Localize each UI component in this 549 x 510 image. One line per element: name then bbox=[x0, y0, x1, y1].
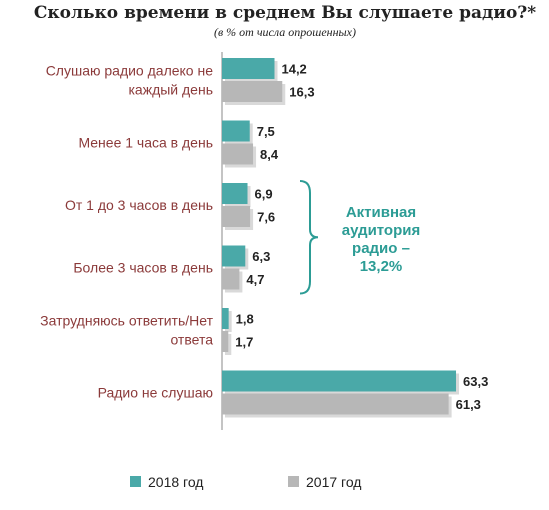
bar-2017 bbox=[222, 143, 254, 165]
value-label: 6,9 bbox=[255, 187, 273, 202]
legend-label: 2017 год bbox=[306, 474, 361, 490]
legend-swatch bbox=[130, 476, 141, 487]
legend: 2018 год 2017 год bbox=[130, 474, 361, 490]
value-label: 7,6 bbox=[257, 210, 275, 225]
value-label: 14,2 bbox=[281, 62, 306, 77]
value-label: 7,5 bbox=[257, 124, 275, 139]
bar-2017 bbox=[222, 331, 229, 352]
bar-2017 bbox=[222, 268, 240, 290]
brace bbox=[299, 180, 319, 295]
value-label: 63,3 bbox=[463, 374, 488, 389]
bar-2018 bbox=[222, 183, 248, 204]
value-label: 8,4 bbox=[260, 147, 279, 162]
category-label: Более 3 часов в день bbox=[73, 260, 213, 276]
value-label: 1,8 bbox=[236, 312, 254, 327]
value-labels: 14,2 16,3 7,5 8,4 6,9 7,6 6,3 4,7 1,8 1,7 63,3 61,3 bbox=[235, 62, 488, 413]
annotation-text: радио – bbox=[352, 240, 410, 257]
value-label: 16,3 bbox=[289, 85, 314, 100]
bar-2018 bbox=[222, 308, 229, 329]
category-label: Слушаю радио далеко не bbox=[46, 63, 214, 79]
category-labels: Слушаю радио далеко не каждый день Менее 1… bbox=[40, 63, 213, 401]
bar-2017 bbox=[222, 81, 283, 102]
value-label: 61,3 bbox=[456, 397, 481, 412]
annotation-text: 13,2% bbox=[360, 258, 403, 275]
category-label: ответа bbox=[170, 332, 213, 348]
bar-2018 bbox=[222, 370, 457, 392]
category-label: Менее 1 часа в день bbox=[78, 135, 213, 151]
annotation-text: аудитория bbox=[342, 222, 421, 239]
bar-2018 bbox=[222, 245, 246, 267]
value-label: 1,7 bbox=[235, 335, 253, 350]
bar-2018 bbox=[222, 58, 275, 79]
category-label: каждый день bbox=[128, 82, 213, 98]
bar-2017 bbox=[222, 393, 449, 415]
value-label: 4,7 bbox=[246, 272, 264, 287]
bars-group bbox=[222, 58, 460, 418]
bar-2017 bbox=[222, 206, 251, 227]
chart-title: Сколько времени в среднем Вы слушаете ра… bbox=[34, 3, 536, 23]
legend-label: 2018 год bbox=[148, 474, 203, 490]
bar-2018 bbox=[222, 120, 250, 142]
category-label: Радио не слушаю bbox=[98, 385, 213, 401]
annotation-text: Активная bbox=[346, 204, 416, 221]
category-label: От 1 до 3 часов в день bbox=[65, 197, 213, 213]
value-label: 6,3 bbox=[252, 249, 270, 264]
category-label: Затрудняюсь ответить/Нет bbox=[40, 313, 213, 329]
legend-swatch bbox=[288, 476, 299, 487]
chart-subtitle: (в % от числа опрошенных) bbox=[214, 25, 356, 39]
